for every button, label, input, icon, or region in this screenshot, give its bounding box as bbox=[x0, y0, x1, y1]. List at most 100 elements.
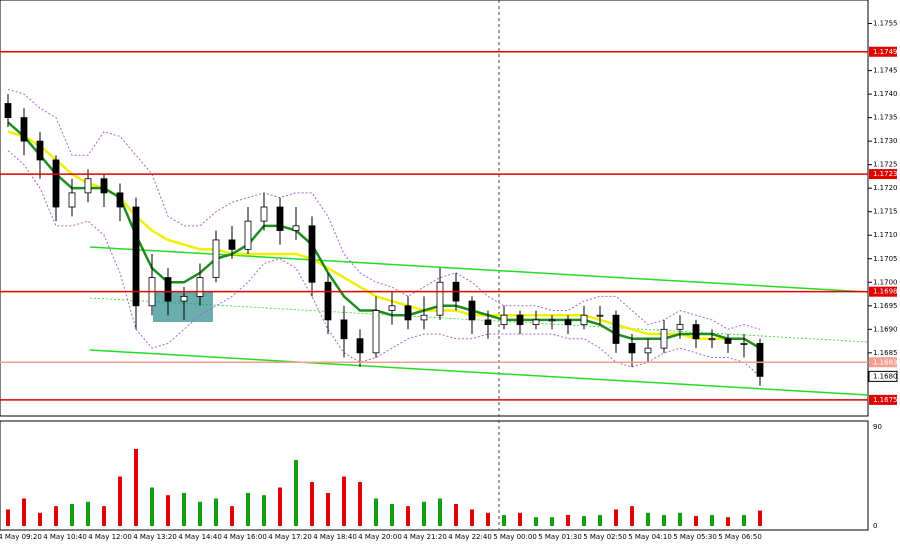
candle-body bbox=[692, 324, 700, 340]
candle-body bbox=[308, 225, 316, 283]
level-label-box bbox=[869, 169, 897, 180]
candle-body bbox=[596, 314, 604, 317]
current-price-box bbox=[868, 370, 898, 382]
volume-bar bbox=[134, 449, 138, 526]
x-tick-label: 5 May 04:10 bbox=[628, 533, 672, 541]
y-tick-label: 1.1740 bbox=[873, 90, 898, 98]
level-label: 1.1698 bbox=[873, 288, 898, 296]
y-tick-label: 1.1710 bbox=[873, 231, 898, 239]
volume-bar bbox=[230, 506, 234, 526]
volume-bar bbox=[486, 512, 490, 526]
volume-bar bbox=[22, 498, 26, 526]
level-label-box bbox=[869, 357, 897, 368]
level-label: 1.1749 bbox=[873, 48, 898, 56]
current-price-label: 1.1680 bbox=[873, 372, 898, 380]
candle-body bbox=[628, 343, 636, 354]
volume-bar bbox=[582, 516, 586, 526]
candle-body bbox=[404, 305, 412, 321]
candle-body bbox=[660, 328, 668, 349]
candle-body bbox=[292, 225, 300, 231]
volume-bar bbox=[166, 495, 170, 526]
x-tick-label: 5 May 02:50 bbox=[583, 533, 627, 541]
volume-bar bbox=[678, 512, 682, 526]
x-tick-label: 4 May 16:00 bbox=[223, 533, 267, 541]
x-tick-label: 4 May 12:00 bbox=[88, 533, 132, 541]
volume-bar bbox=[502, 515, 506, 526]
candle-body bbox=[132, 206, 140, 307]
volume-bar bbox=[6, 509, 10, 526]
volume-tick-label: 0 bbox=[873, 522, 877, 530]
volume-bar bbox=[86, 501, 90, 526]
candle-body bbox=[244, 220, 252, 250]
x-tick-label: 4 May 09:20 bbox=[0, 533, 42, 541]
candle-body bbox=[20, 117, 28, 142]
volume-bar bbox=[694, 516, 698, 526]
volume-bar bbox=[102, 506, 106, 526]
y-tick-label: 1.1705 bbox=[873, 255, 898, 263]
volume-bar bbox=[646, 512, 650, 526]
candle-body bbox=[532, 319, 540, 326]
volume-bar bbox=[214, 498, 218, 526]
trend-line bbox=[89, 246, 869, 293]
volume-bar bbox=[662, 515, 666, 526]
volume-bar bbox=[710, 515, 714, 526]
candle-body bbox=[100, 178, 108, 194]
level-label: 1.1723 bbox=[873, 170, 898, 178]
candle-body bbox=[356, 338, 364, 354]
x-tick-label: 5 May 06:50 bbox=[718, 533, 762, 541]
candle-body bbox=[372, 310, 380, 354]
volume-bar bbox=[550, 517, 554, 526]
candle-body bbox=[84, 178, 92, 194]
volume-bar bbox=[422, 501, 426, 526]
candle-body bbox=[228, 239, 236, 250]
x-tick-label: 4 May 18:40 bbox=[313, 533, 357, 541]
candle-body bbox=[164, 277, 172, 302]
volume-bar bbox=[630, 506, 634, 526]
volume-bar bbox=[518, 512, 522, 526]
volume-bar bbox=[294, 460, 298, 526]
volume-bar bbox=[38, 512, 42, 526]
candle-body bbox=[52, 159, 60, 208]
candle-body bbox=[436, 281, 444, 316]
volume-bar bbox=[374, 498, 378, 526]
y-tick-label: 1.1730 bbox=[873, 137, 898, 145]
level-label-box bbox=[869, 394, 897, 405]
volume-bar bbox=[198, 501, 202, 526]
candle-body bbox=[724, 338, 732, 344]
y-tick-label: 1.1735 bbox=[873, 114, 898, 122]
x-tick-label: 4 May 21:20 bbox=[403, 533, 447, 541]
volume-bar bbox=[150, 487, 154, 526]
volume-bar bbox=[566, 515, 570, 526]
volume-bar bbox=[742, 515, 746, 526]
volume-bar bbox=[182, 493, 186, 526]
level-label-box bbox=[869, 286, 897, 297]
trend-line bbox=[89, 349, 869, 396]
y-tick-label: 1.1690 bbox=[873, 325, 898, 333]
candle-body bbox=[420, 314, 428, 321]
volume-bar bbox=[406, 506, 410, 526]
x-tick-label: 4 May 22:40 bbox=[448, 533, 492, 541]
volume-bar bbox=[118, 476, 122, 526]
y-tick-label: 1.1685 bbox=[873, 349, 898, 357]
volume-bar bbox=[246, 493, 250, 526]
volume-bar bbox=[262, 495, 266, 526]
y-tick-label: 1.1695 bbox=[873, 302, 898, 310]
trend-line bbox=[89, 297, 869, 343]
volume-bar bbox=[326, 493, 330, 526]
candle-body bbox=[468, 300, 476, 321]
volume-tick-label: 90 bbox=[873, 423, 882, 431]
volume-bar bbox=[598, 515, 602, 526]
candle-body bbox=[260, 206, 268, 222]
level-label: 1.1675 bbox=[873, 396, 898, 404]
candle-body bbox=[756, 343, 764, 377]
volume-bar bbox=[454, 504, 458, 526]
candle-body bbox=[276, 206, 284, 231]
volume-bar bbox=[758, 510, 762, 526]
price-pane bbox=[0, 0, 869, 417]
volume-bar bbox=[726, 517, 730, 526]
y-tick-label: 1.1725 bbox=[873, 161, 898, 169]
x-tick-label: 4 May 14:40 bbox=[178, 533, 222, 541]
x-tick-label: 4 May 13:20 bbox=[133, 533, 177, 541]
candle-body bbox=[548, 319, 556, 322]
